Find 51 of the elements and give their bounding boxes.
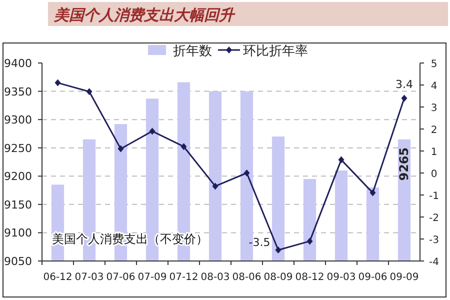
- x-tick-label: 07-12: [169, 272, 198, 283]
- point: [370, 189, 376, 196]
- legend-折年数: 折年数: [148, 44, 212, 59]
- x-tick-label: 06-12: [43, 272, 72, 283]
- point: [275, 246, 282, 254]
- y-tick-label: 9350: [4, 85, 32, 98]
- point: [180, 143, 187, 150]
- chart-title: 美国个人消费支出大幅回升: [53, 6, 236, 24]
- annotation: 美国个人消费支出（不变价）: [52, 232, 208, 246]
- y-tick-label: 9100: [4, 226, 32, 240]
- point: [54, 79, 61, 86]
- y2-tick-label: 4: [430, 81, 438, 92]
- point: [212, 182, 218, 190]
- y2-tick-label: -2: [429, 213, 439, 224]
- y-tick-label: 9050: [4, 255, 32, 268]
- y2-tick-label: 5: [430, 59, 438, 70]
- x-tick-label: 07-06: [106, 272, 136, 283]
- y2-tick-label: 3: [430, 103, 438, 114]
- x-tick-label: 08-12: [295, 272, 324, 283]
- y-tick-label: 9150: [4, 198, 32, 212]
- data-label: -3.5: [248, 236, 270, 249]
- x-tick-label: 08-09: [264, 272, 293, 283]
- x-tick-label: 09-06: [358, 272, 388, 283]
- legend-环比折年率: 环比折年率: [218, 44, 308, 59]
- x-tick-label: 08-03: [200, 272, 230, 283]
- data-label: 3.4: [396, 78, 413, 92]
- y2-tick-label: -4: [429, 257, 439, 268]
- legend-label: 环比折年率: [243, 43, 308, 59]
- point: [244, 170, 250, 176]
- x-tick-label: 09-03: [326, 272, 356, 283]
- y-tick-label: 9400: [4, 57, 32, 70]
- y-tick-label: 9200: [4, 170, 32, 184]
- point: [86, 88, 92, 96]
- y2-tick-label: 2: [430, 125, 438, 136]
- legend-label: 折年数: [173, 44, 212, 59]
- x-tick-label: 07-03: [74, 272, 104, 283]
- x-tick-label: 07-09: [138, 272, 167, 283]
- point: [306, 238, 313, 245]
- point: [338, 156, 344, 164]
- y2-tick-label: 1: [430, 147, 438, 158]
- y-tick-label: 9250: [4, 142, 32, 155]
- data-label: 9265: [397, 147, 412, 181]
- point: [118, 145, 124, 152]
- y2-tick-label: 0: [430, 169, 438, 180]
- point: [149, 128, 156, 135]
- point: [401, 94, 408, 102]
- y2-tick-label: -1: [429, 191, 439, 202]
- y2-tick-label: -3: [429, 235, 439, 246]
- x-tick-label: 09-09: [390, 272, 419, 283]
- y-tick-label: 9300: [4, 114, 32, 127]
- x-tick-label: 08-06: [232, 272, 262, 283]
